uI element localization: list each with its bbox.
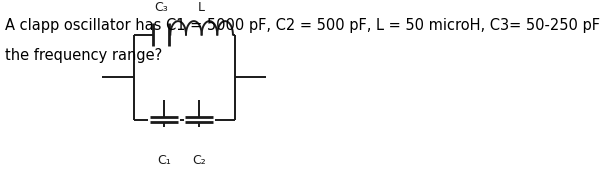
Text: C₃: C₃ <box>154 1 168 14</box>
Text: C₁: C₁ <box>157 154 171 167</box>
Text: the frequency range?: the frequency range? <box>5 48 162 63</box>
Text: C₂: C₂ <box>192 154 206 167</box>
Text: L: L <box>198 1 205 14</box>
Text: A clapp oscillator has C1 = 5000 pF, C2 = 500 pF, L = 50 microH, C3= 50-250 pF v: A clapp oscillator has C1 = 5000 pF, C2 … <box>5 18 605 33</box>
